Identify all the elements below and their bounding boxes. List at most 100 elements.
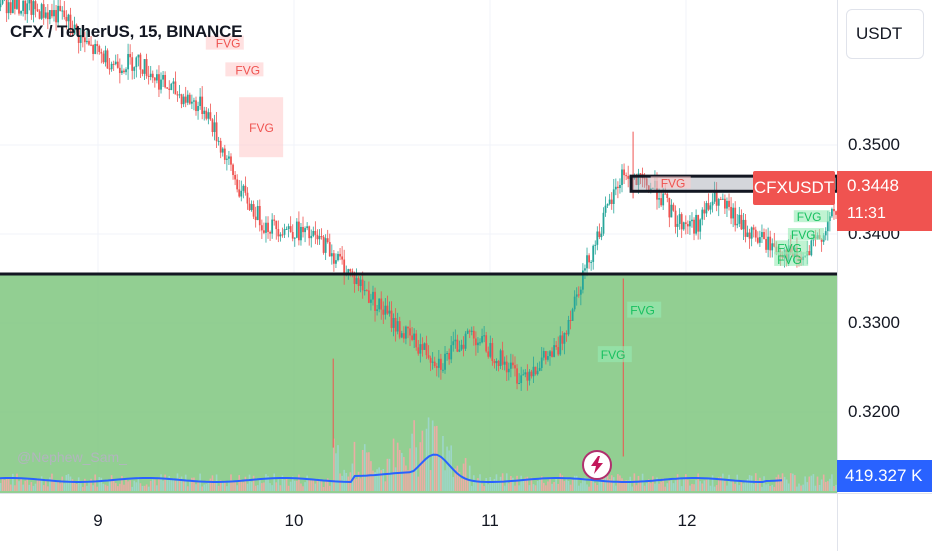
volume-bar [82, 486, 84, 491]
volume-bar [71, 479, 74, 491]
volume-bar [361, 449, 364, 491]
fvg-box [225, 62, 264, 77]
candle-body [236, 179, 239, 190]
candle-body [201, 96, 204, 114]
volume-bar [759, 477, 761, 491]
candle-body [810, 240, 813, 256]
candle-body [69, 14, 72, 29]
fvg-box [774, 251, 809, 266]
candle-body [195, 100, 197, 112]
volume-bar [429, 470, 432, 491]
lightning-bolt-icon[interactable] [582, 450, 612, 480]
candle-body [534, 366, 537, 375]
candle-body [680, 214, 683, 230]
candle-body [709, 205, 712, 210]
candle-body [38, 11, 41, 19]
candle-body [337, 253, 339, 261]
volume-bar [746, 478, 749, 491]
candle-body [493, 360, 496, 364]
volume-bar [75, 483, 78, 491]
volume-bar [470, 485, 473, 491]
volume-bar [287, 485, 290, 491]
volume-bar [569, 484, 572, 491]
volume-bar [326, 478, 329, 491]
volume-bar [728, 474, 730, 491]
candle-body [5, 0, 8, 14]
volume-bar [162, 480, 164, 491]
volume-bar [413, 420, 415, 491]
volume-bar [14, 485, 16, 491]
volume-bar [63, 483, 66, 491]
volume-bar [47, 486, 49, 491]
candle-body [460, 344, 463, 350]
volume-bar [394, 467, 397, 491]
candle-body [193, 100, 195, 102]
candle-body [203, 110, 206, 114]
volume-bar [312, 480, 315, 491]
volume-bar [485, 478, 487, 491]
volume-bar [281, 475, 284, 491]
volume-bar [104, 484, 107, 491]
candle-body [77, 30, 80, 43]
volume-bar [396, 442, 399, 491]
candle-body [306, 226, 309, 229]
price-axis[interactable]: USDT 0.3500 0.3400 0.3300 0.3200 [837, 0, 932, 493]
volume-bar [26, 479, 29, 491]
volume-bar [682, 477, 685, 491]
volume-bar [84, 478, 86, 491]
candle-body [754, 229, 757, 238]
candle-body [295, 221, 298, 238]
volume-bar [366, 452, 368, 491]
volume-bar [388, 458, 391, 491]
volume-bar [549, 478, 551, 491]
candle-body [497, 361, 500, 367]
candle-body [347, 269, 350, 275]
volume-bar [16, 473, 18, 491]
volume-bar [740, 482, 743, 491]
volume-bar [547, 481, 549, 491]
volume-bar [584, 477, 586, 491]
candle-body [40, 4, 43, 19]
candle-body [121, 70, 123, 74]
volume-bar [36, 480, 39, 491]
candle-body [579, 289, 582, 295]
candle-body [448, 353, 451, 360]
candle-body [104, 50, 107, 63]
volume-bar [528, 485, 531, 491]
candle-body [808, 251, 811, 256]
candle-body [287, 226, 290, 229]
candle-body [715, 190, 718, 206]
candle-body [466, 330, 469, 334]
currency-button[interactable]: USDT [846, 9, 924, 59]
time-axis[interactable]: 9 10 11 12 [0, 493, 837, 551]
volume-bar [224, 482, 226, 491]
volume-bar [711, 475, 714, 491]
fvg-box [793, 210, 830, 223]
volume-bar [466, 479, 469, 491]
candle-body [728, 200, 730, 207]
candle-body [507, 368, 510, 373]
volume-bar [49, 477, 51, 491]
candle-body [528, 371, 531, 381]
fvg-label: FVG [601, 348, 626, 362]
candle-body [756, 237, 759, 243]
candle-body [499, 350, 502, 367]
volume-bar [438, 456, 440, 491]
volume-bar [298, 474, 300, 491]
candle-body [246, 192, 249, 204]
chart-area[interactable]: FVG FVG FVG FVG FVG FVG FVG FVG FVG FVG CFX / Tet… [0, 0, 837, 493]
candle-body [748, 232, 751, 239]
candle-body [230, 156, 232, 165]
volume-bar [359, 478, 362, 491]
volume-bar [137, 476, 140, 491]
candle-body [433, 361, 436, 367]
volume-bar [86, 485, 88, 491]
candle-body [444, 353, 446, 370]
volume-bar [442, 436, 444, 491]
candle-body [390, 310, 393, 328]
candle-body [59, 5, 62, 12]
candle-body [94, 44, 97, 54]
volume-bar [226, 486, 228, 491]
candle-body [20, 11, 22, 14]
